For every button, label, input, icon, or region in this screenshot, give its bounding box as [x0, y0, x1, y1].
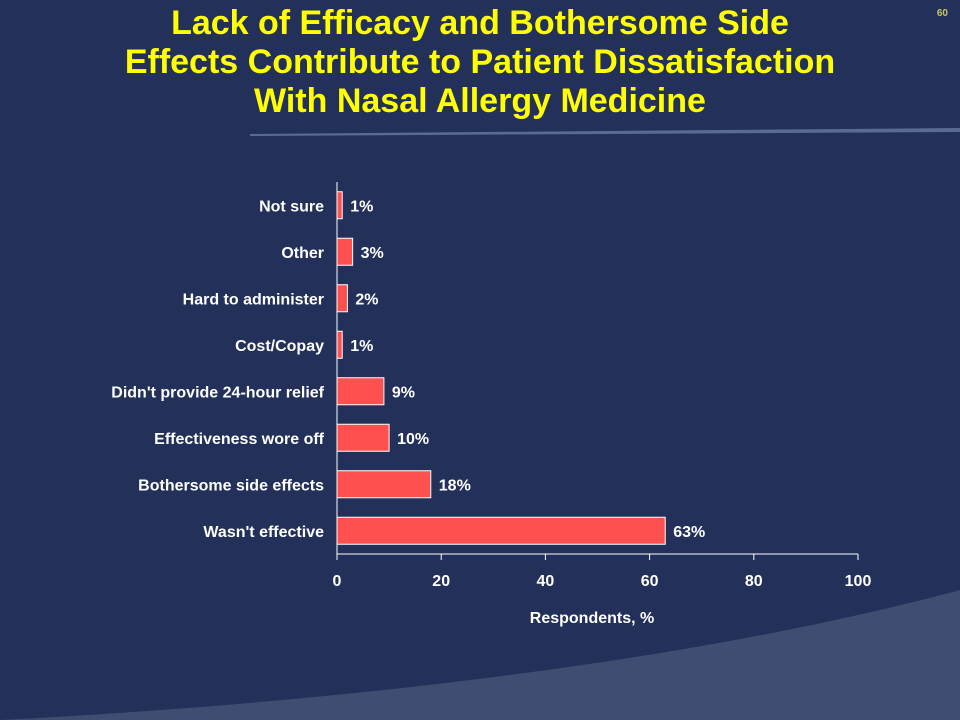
x-tick-label: 100 — [845, 573, 872, 590]
slide-title: Lack of Efficacy and Bothersome Side Eff… — [0, 4, 960, 121]
x-axis: 0 20 40 60 80 100 — [333, 182, 872, 590]
category-label: Hard to administer — [183, 291, 324, 308]
title-line-3: With Nasal Allergy Medicine — [254, 82, 706, 120]
bar — [336, 516, 666, 545]
category-label: Other — [281, 245, 324, 262]
bar — [336, 470, 432, 499]
slide-number: 60 — [936, 8, 948, 19]
value-label: 1% — [350, 198, 373, 215]
value-label: 1% — [350, 338, 373, 355]
category-label: Cost/Copay — [235, 338, 324, 355]
bar — [336, 377, 385, 406]
x-tick-label: 40 — [537, 573, 555, 590]
value-label: 63% — [673, 524, 705, 541]
bar — [336, 237, 354, 266]
x-tick-label: 20 — [432, 573, 450, 590]
bar — [336, 191, 343, 220]
title-line-2: Effects Contribute to Patient Dissatisfa… — [124, 43, 836, 81]
value-label: 3% — [361, 245, 384, 262]
bar — [336, 284, 348, 313]
x-axis-label: Respondents, % — [530, 610, 654, 627]
value-label: 10% — [397, 431, 429, 448]
value-label: 18% — [439, 477, 471, 494]
value-label: 9% — [392, 384, 415, 401]
x-tick-label: 0 — [333, 573, 342, 590]
x-tick-label: 60 — [641, 573, 659, 590]
category-label: Wasn't effective — [203, 524, 324, 541]
bars-layer: Not sure 1% Other 3% Hard to administer 2% Cos… — [111, 191, 705, 545]
title-line-1: Lack of Efficacy and Bothersome Side — [171, 4, 789, 42]
value-label: 2% — [355, 291, 378, 308]
category-label: Didn't provide 24-hour relief — [111, 384, 324, 401]
category-label: Not sure — [259, 198, 324, 215]
x-tick-label: 80 — [745, 573, 763, 590]
bar — [336, 330, 343, 359]
bar — [336, 423, 390, 452]
category-label: Bothersome side effects — [138, 477, 324, 494]
category-label: Effectiveness wore off — [154, 431, 325, 448]
